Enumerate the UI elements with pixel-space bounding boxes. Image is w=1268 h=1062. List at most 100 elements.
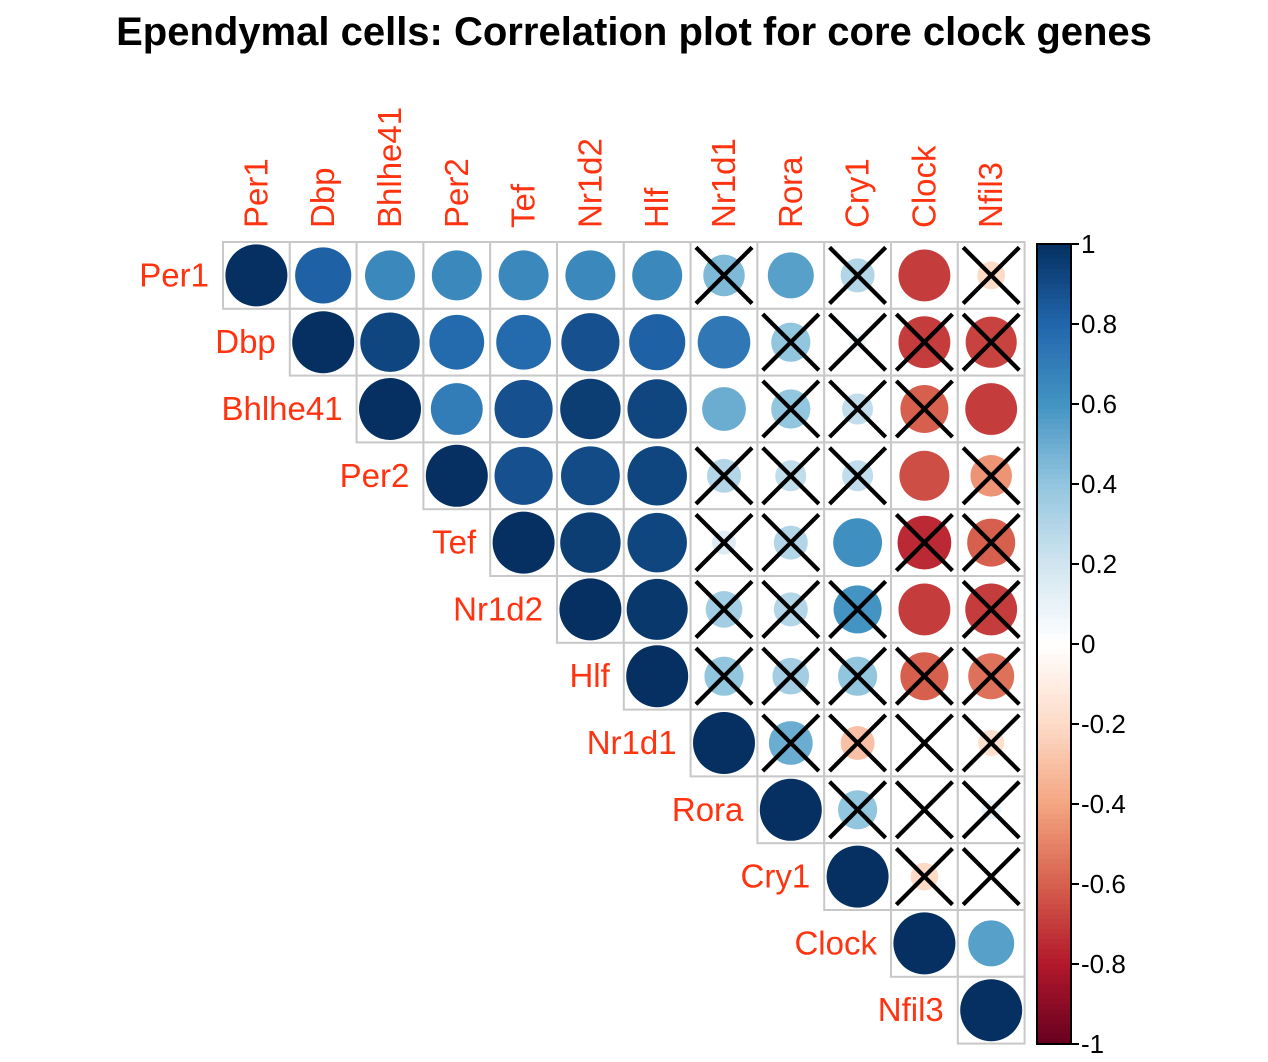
corr-circle-Per2-Clock <box>899 450 950 501</box>
corr-circle-Per1-Tef <box>498 250 549 301</box>
colorbar-segment <box>1037 339 1071 345</box>
col-label-Nr1d1: Nr1d1 <box>705 138 742 228</box>
colorbar-segment <box>1037 724 1071 730</box>
colorbar-segment <box>1037 719 1071 725</box>
colorbar-segment <box>1037 979 1071 985</box>
colorbar-segment <box>1037 349 1071 355</box>
insignificant-cross-Per1-Nfil3 <box>961 245 1021 305</box>
colorbar-segment <box>1037 364 1071 370</box>
colorbar-segment <box>1037 509 1071 515</box>
colorbar-segment <box>1037 1024 1071 1030</box>
insignificant-cross-Rora-Cry1 <box>828 780 888 840</box>
corr-circle-Dbp-Nr1d2 <box>561 313 620 372</box>
corr-circle-Dbp-Per2 <box>429 314 485 370</box>
insignificant-cross-Nr1d2-Cry1 <box>828 579 888 639</box>
corr-circle-Per1-Hlf <box>632 250 683 301</box>
insignificant-cross-Bhlhe41-Cry1 <box>828 379 888 439</box>
colorbar-segment <box>1037 474 1071 480</box>
row-label-Clock: Clock <box>794 924 877 961</box>
colorbar-segment <box>1037 1039 1071 1045</box>
colorbar-segment <box>1037 514 1071 520</box>
colorbar-segment <box>1037 564 1071 570</box>
colorbar-tick-label: -0.2 <box>1081 709 1126 739</box>
colorbar-segment <box>1037 894 1071 900</box>
colorbar-segment <box>1037 419 1071 425</box>
colorbar-tick-label: 0.4 <box>1081 469 1117 499</box>
colorbar-segment <box>1037 584 1071 590</box>
colorbar-segment <box>1037 924 1071 930</box>
colorbar-segment <box>1037 904 1071 910</box>
colorbar-segment <box>1037 554 1071 560</box>
col-label-Bhlhe41: Bhlhe41 <box>371 107 408 228</box>
colorbar-segment <box>1037 729 1071 735</box>
colorbar-segment <box>1037 389 1071 395</box>
col-label-Per2: Per2 <box>438 158 475 228</box>
colorbar-segment <box>1037 614 1071 620</box>
colorbar-segment <box>1037 984 1071 990</box>
colorbar-tick-label: -1 <box>1081 1029 1104 1059</box>
colorbar-segment <box>1037 624 1071 630</box>
colorbar-segment <box>1037 749 1071 755</box>
colorbar-segment <box>1037 1034 1071 1040</box>
colorbar-segment <box>1037 319 1071 325</box>
colorbar-segment <box>1037 299 1071 305</box>
colorbar-segment <box>1037 649 1071 655</box>
colorbar-segment <box>1037 569 1071 575</box>
colorbar-segment <box>1037 709 1071 715</box>
insignificant-cross-Nr1d1-Rora <box>761 713 821 773</box>
corr-circle-Per1-Nr1d2 <box>565 250 616 301</box>
col-label-Nr1d2: Nr1d2 <box>571 138 608 228</box>
corr-circle-Per1-Per1 <box>225 244 288 307</box>
insignificant-cross-Tef-Rora <box>761 513 821 573</box>
colorbar-segment <box>1037 884 1071 890</box>
colorbar-segment <box>1037 999 1071 1005</box>
glyph-layer <box>225 244 1023 1042</box>
insignificant-cross-Cry1-Nfil3 <box>961 847 1021 907</box>
colorbar-segment <box>1037 679 1071 685</box>
colorbar-segment <box>1037 739 1071 745</box>
row-label-Dbp: Dbp <box>215 323 276 360</box>
insignificant-cross-Bhlhe41-Rora <box>761 379 821 439</box>
colorbar-segment <box>1037 669 1071 675</box>
colorbar-tick-label: 0.2 <box>1081 549 1117 579</box>
colorbar-segment <box>1037 384 1071 390</box>
corr-circle-Nfil3-Nfil3 <box>960 979 1023 1042</box>
colorbar-segment <box>1037 879 1071 885</box>
colorbar-segment <box>1037 524 1071 530</box>
insignificant-cross-Tef-Nr1d1 <box>694 513 754 573</box>
insignificant-cross-Bhlhe41-Clock <box>894 379 954 439</box>
colorbar-segment <box>1037 809 1071 815</box>
colorbar-segment <box>1037 929 1071 935</box>
colorbar-segment <box>1037 304 1071 310</box>
colorbar-segment <box>1037 249 1071 255</box>
colorbar-segment <box>1037 609 1071 615</box>
colorbar-segment <box>1037 944 1071 950</box>
insignificant-cross-Rora-Nfil3 <box>961 780 1021 840</box>
colorbar-segment <box>1037 404 1071 410</box>
colorbar-segment <box>1037 914 1071 920</box>
colorbar-tick-label: 1 <box>1081 229 1095 259</box>
colorbar-segment <box>1037 499 1071 505</box>
colorbar-segment <box>1037 949 1071 955</box>
colorbar-tick-label: -0.8 <box>1081 949 1126 979</box>
corr-circle-Per2-Per2 <box>425 444 488 507</box>
insignificant-cross-Nr1d1-Cry1 <box>828 713 888 773</box>
colorbar-tick-label: 0.8 <box>1081 309 1117 339</box>
colorbar-tick-label: -0.6 <box>1081 869 1126 899</box>
col-label-Dbp: Dbp <box>304 167 341 228</box>
corr-circle-Dbp-Hlf <box>629 314 686 371</box>
corr-circle-Nr1d2-Nr1d2 <box>559 578 622 641</box>
colorbar-segment <box>1037 994 1071 1000</box>
colorbar-segment <box>1037 309 1071 315</box>
colorbar-segment <box>1037 744 1071 750</box>
colorbar-segment <box>1037 634 1071 640</box>
colorbar-segment <box>1037 939 1071 945</box>
insignificant-cross-Hlf-Clock <box>894 646 954 706</box>
colorbar-segment <box>1037 399 1071 405</box>
colorbar-segment <box>1037 594 1071 600</box>
corr-circle-Tef-Tef <box>492 511 555 574</box>
colorbar-segment <box>1037 919 1071 925</box>
label-layer: Per1 Dbp Bhlhe41 Per2 Tef Nr1d2 Hlf Nr1d1 Rora Cr… <box>139 107 1009 1028</box>
colorbar-segment <box>1037 689 1071 695</box>
corr-circle-Bhlhe41-Bhlhe41 <box>359 378 421 440</box>
